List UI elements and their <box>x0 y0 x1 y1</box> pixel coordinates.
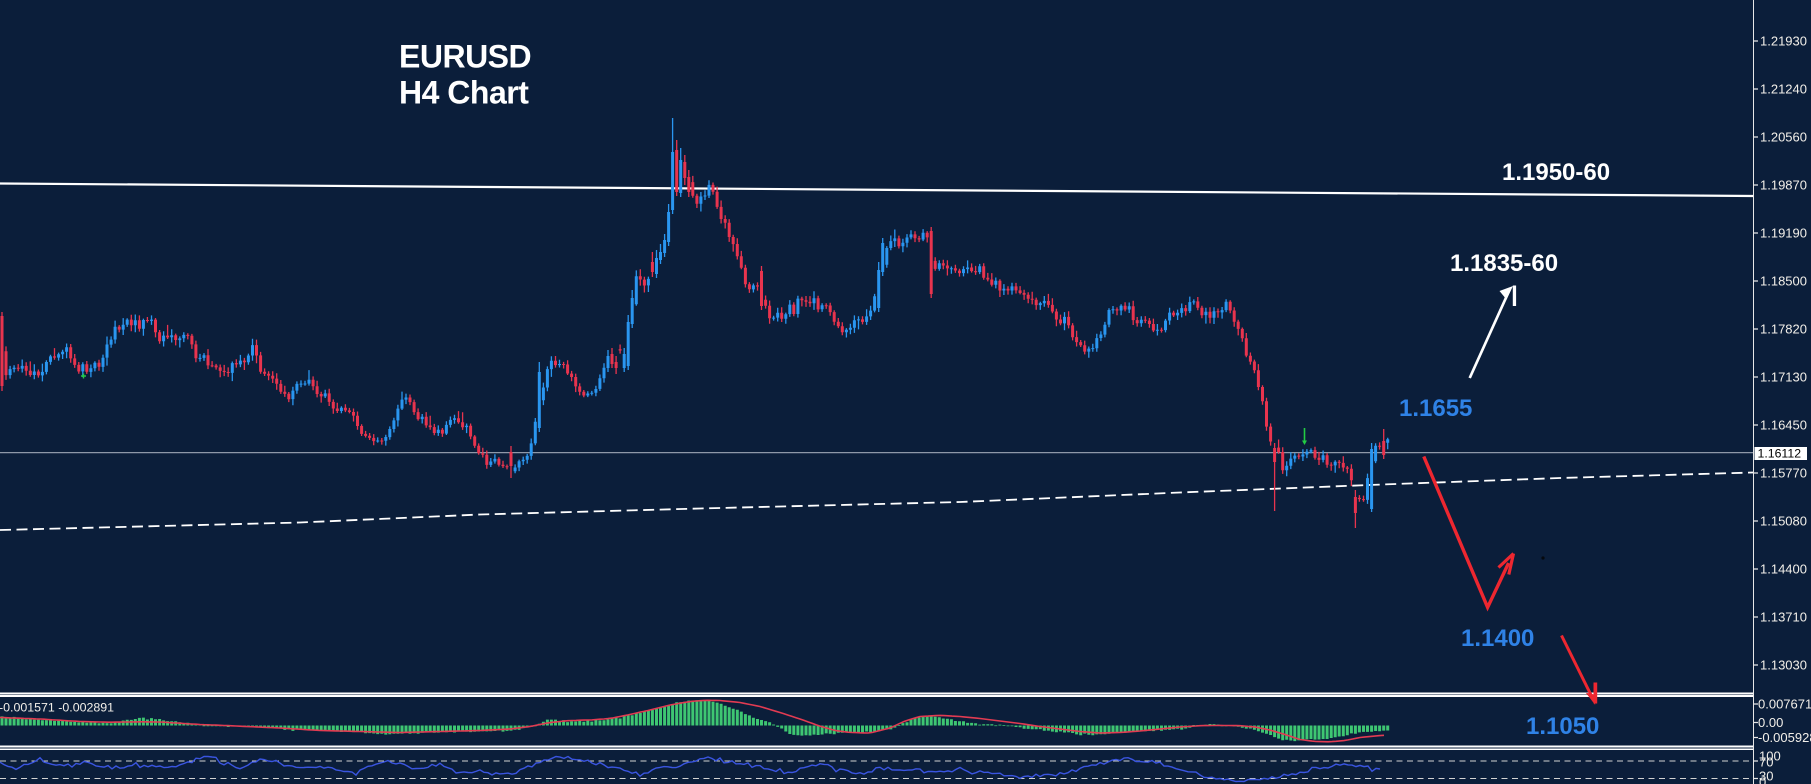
svg-text:1.16450: 1.16450 <box>1760 417 1807 432</box>
svg-text:0: 0 <box>1759 774 1766 784</box>
svg-text:1.21930: 1.21930 <box>1760 33 1807 48</box>
svg-text:1.13710: 1.13710 <box>1760 609 1807 624</box>
svg-text:1.18500: 1.18500 <box>1760 273 1807 288</box>
svg-text:1.20560: 1.20560 <box>1760 129 1807 144</box>
svg-text:1.1400: 1.1400 <box>1461 625 1534 652</box>
svg-text:1.1950-60: 1.1950-60 <box>1502 159 1610 186</box>
svg-text:1.16112: 1.16112 <box>1758 447 1802 461</box>
svg-text:1.13030: 1.13030 <box>1760 657 1807 672</box>
svg-text:-0.005928: -0.005928 <box>1758 730 1811 745</box>
svg-text:1.15080: 1.15080 <box>1760 513 1807 528</box>
svg-text:70: 70 <box>1759 754 1773 769</box>
svg-text:1.17820: 1.17820 <box>1760 321 1807 336</box>
svg-text:1.19870: 1.19870 <box>1760 177 1807 192</box>
svg-text:-0.001571 -0.002891: -0.001571 -0.002891 <box>0 701 114 715</box>
svg-text:0.007671: 0.007671 <box>1758 696 1811 711</box>
svg-text:1.19190: 1.19190 <box>1760 225 1807 240</box>
svg-text:1.1050: 1.1050 <box>1526 713 1599 740</box>
svg-text:EURUSD: EURUSD <box>399 39 531 75</box>
svg-text:100: 100 <box>1759 748 1781 763</box>
svg-text:1.14400: 1.14400 <box>1760 561 1807 576</box>
svg-text:30: 30 <box>1759 768 1773 783</box>
svg-text:H4 Chart: H4 Chart <box>399 75 529 111</box>
svg-text:1.1655: 1.1655 <box>1399 395 1472 422</box>
svg-text:1.17130: 1.17130 <box>1760 369 1807 384</box>
svg-text:1.15770: 1.15770 <box>1760 465 1807 480</box>
svg-text:1.21240: 1.21240 <box>1760 81 1807 96</box>
svg-text:1.1835-60: 1.1835-60 <box>1450 250 1558 277</box>
svg-text:0.00: 0.00 <box>1758 715 1783 730</box>
